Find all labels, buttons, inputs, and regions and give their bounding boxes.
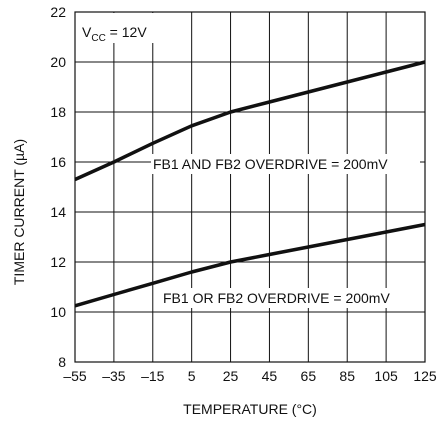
x-tick-label: –15 — [141, 368, 165, 384]
x-tick-label: 85 — [339, 368, 355, 384]
plot-frame — [74, 11, 426, 363]
annotations: VCC = 12V FB1 AND FB2 OVERDRIVE = 200mV F… — [79, 13, 420, 308]
condition-label: VCC = 12V — [82, 24, 147, 44]
y-tick-label: 8 — [58, 354, 66, 370]
x-tick-label: –55 — [63, 368, 87, 384]
series-label-2: FB1 OR FB2 OVERDRIVE = 200mV — [163, 290, 390, 306]
y-tick-label: 12 — [50, 254, 66, 270]
grid: –55 –35 –15 5 25 45 65 85 105 125 8 10 12 14 16 18 20 22 — [50, 4, 436, 384]
x-tick-label: 5 — [188, 368, 196, 384]
series-group — [74, 60, 426, 308]
y-tick-label: 14 — [50, 204, 66, 220]
series-label-bg — [151, 154, 420, 174]
series-label-1: FB1 AND FB2 OVERDRIVE = 200mV — [153, 156, 388, 172]
y-tick-label: 22 — [50, 4, 66, 20]
series-line-1 — [74, 60, 426, 182]
y-tick-label: 20 — [50, 54, 66, 70]
x-tick-label: 65 — [301, 368, 317, 384]
axis-labels: TEMPERATURE (°C) TIMER CURRENT (µA) — [11, 139, 317, 417]
series-label-bg — [161, 288, 420, 308]
x-tick-label: 105 — [374, 368, 398, 384]
condition-label-bg — [79, 13, 161, 43]
y-axis-label: TIMER CURRENT (µA) — [11, 139, 27, 285]
y-tick-label: 16 — [50, 154, 66, 170]
y-tick-label: 18 — [50, 104, 66, 120]
x-tick-label: 45 — [262, 368, 278, 384]
x-tick-label: 25 — [223, 368, 239, 384]
x-axis-label: TEMPERATURE (°C) — [183, 401, 317, 417]
x-tick-label: –35 — [102, 368, 126, 384]
series-line-2 — [74, 222, 426, 308]
y-tick-label: 10 — [50, 304, 66, 320]
x-tick-label: 125 — [413, 368, 437, 384]
